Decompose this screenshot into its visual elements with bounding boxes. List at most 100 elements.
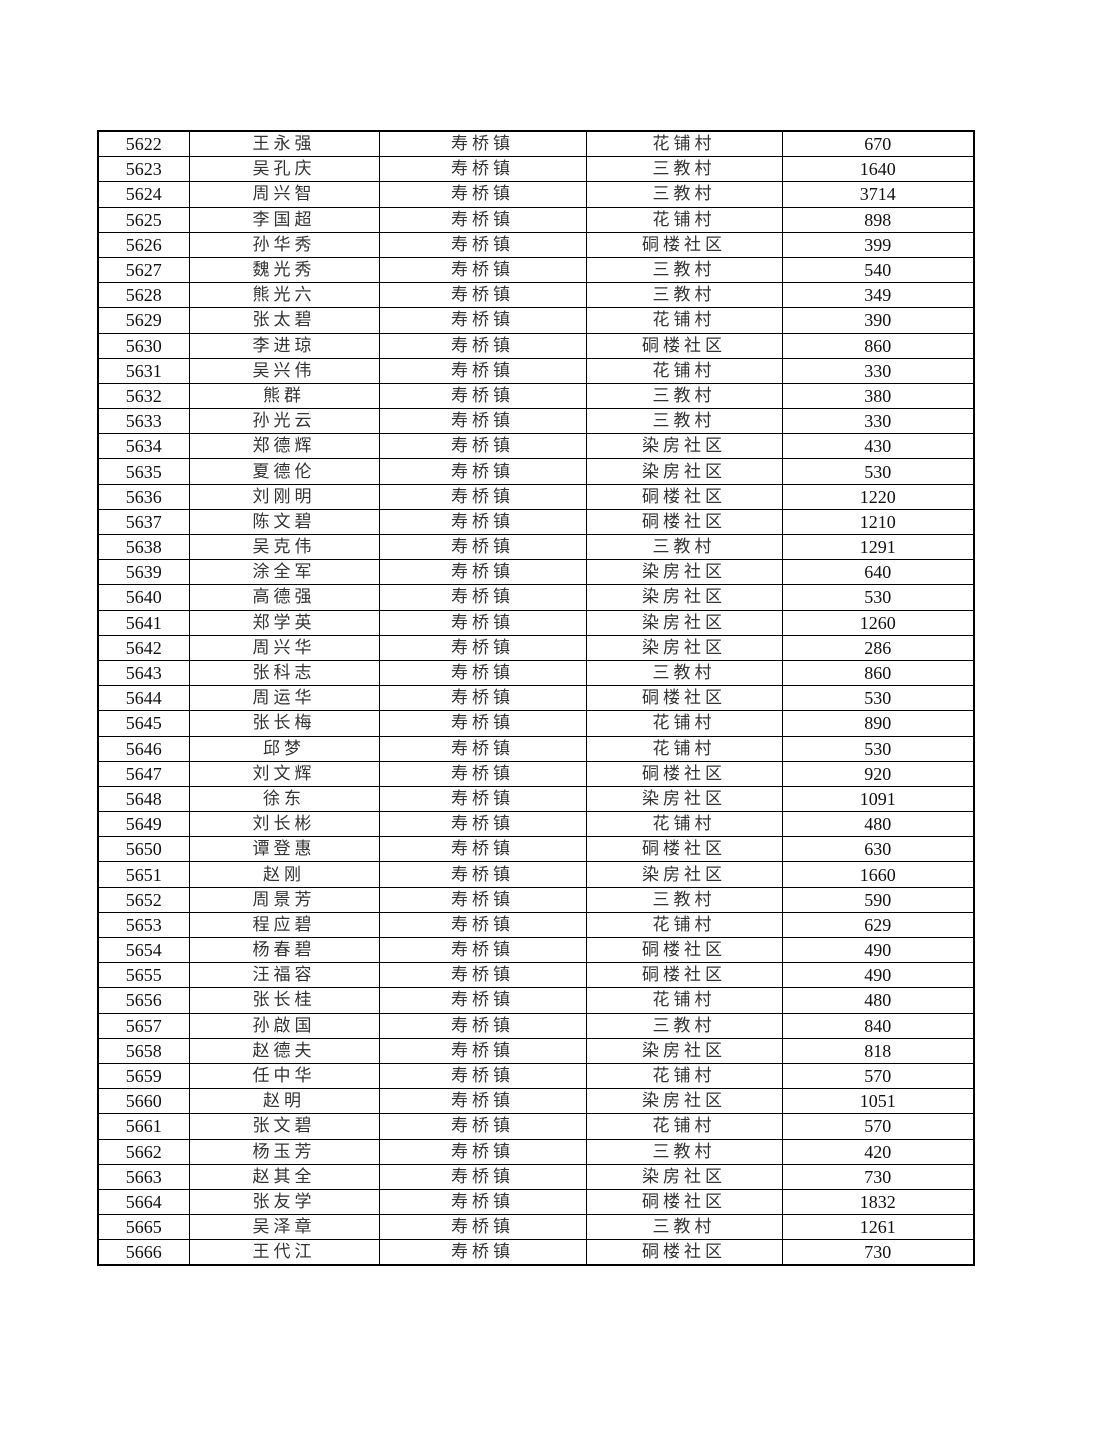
name-cell: 赵德夫 [188,1037,380,1064]
table-row: 5643 张科志 寿桥镇 三教村 860 [97,659,975,687]
town-cell: 寿桥镇 [378,1214,587,1241]
name-cell: 程应碧 [188,911,380,939]
town-cell: 寿桥镇 [378,861,587,888]
name-cell: 吴孔庆 [188,156,380,183]
amount-cell: 480 [781,987,975,1014]
name-cell: 吴兴伟 [188,357,380,384]
village-cell: 染房社区 [585,785,783,813]
table-row: 5666 王代江 寿桥镇 硐楼社区 730 [97,1239,975,1266]
village-cell: 硐楼社区 [585,1188,783,1216]
row-number-cell: 5651 [97,861,190,888]
village-cell: 硐楼社区 [585,483,783,510]
town-cell: 寿桥镇 [378,130,587,158]
table-row: 5635 夏德伦 寿桥镇 染房社区 530 [97,458,975,485]
row-number-cell: 5625 [97,206,190,233]
village-cell: 三教村 [585,659,783,687]
table-row: 5662 杨玉芳 寿桥镇 三教村 420 [97,1138,975,1165]
name-cell: 谭登惠 [188,836,380,863]
name-cell: 王永强 [188,130,380,158]
village-cell: 硐楼社区 [585,508,783,536]
row-number-cell: 5645 [97,710,190,737]
table-row: 5641 郑学英 寿桥镇 染房社区 1260 [97,609,975,636]
table-row: 5664 张友学 寿桥镇 硐楼社区 1832 [97,1188,975,1216]
village-cell: 三教村 [585,282,783,309]
town-cell: 寿桥镇 [378,659,587,687]
amount-cell: 530 [781,584,975,611]
name-cell: 任中华 [188,1062,380,1090]
town-cell: 寿桥镇 [378,433,587,460]
amount-cell: 860 [781,659,975,687]
name-cell: 张科志 [188,659,380,687]
town-cell: 寿桥镇 [378,206,587,233]
amount-cell: 490 [781,962,975,989]
row-number-cell: 5663 [97,1163,190,1190]
row-number-cell: 5642 [97,634,190,661]
amount-cell: 420 [781,1138,975,1165]
town-cell: 寿桥镇 [378,735,587,762]
table-row: 5629 张太碧 寿桥镇 花铺村 390 [97,307,975,334]
row-number-cell: 5650 [97,836,190,863]
table-row: 5622 王永强 寿桥镇 花铺村 670 [97,130,975,158]
table-row: 5637 陈文碧 寿桥镇 硐楼社区 1210 [97,508,975,536]
row-number-cell: 5664 [97,1188,190,1216]
amount-cell: 629 [781,911,975,939]
row-number-cell: 5659 [97,1062,190,1090]
village-cell: 硐楼社区 [585,231,783,258]
village-cell: 染房社区 [585,433,783,460]
row-number-cell: 5634 [97,433,190,460]
amount-cell: 1261 [781,1214,975,1241]
town-cell: 寿桥镇 [378,936,587,964]
town-cell: 寿桥镇 [378,1012,587,1039]
amount-cell: 1640 [781,156,975,183]
village-cell: 染房社区 [585,1163,783,1190]
amount-cell: 399 [781,231,975,258]
amount-cell: 380 [781,382,975,410]
amount-cell: 630 [781,836,975,863]
village-cell: 三教村 [585,408,783,435]
village-cell: 染房社区 [585,559,783,586]
row-number-cell: 5637 [97,508,190,536]
table-row: 5645 张长梅 寿桥镇 花铺村 890 [97,710,975,737]
name-cell: 孙华秀 [188,231,380,258]
town-cell: 寿桥镇 [378,1088,587,1115]
name-cell: 刘文辉 [188,760,380,787]
name-cell: 郑学英 [188,609,380,636]
town-cell: 寿桥镇 [378,634,587,661]
village-cell: 三教村 [585,886,783,913]
row-number-cell: 5629 [97,307,190,334]
town-cell: 寿桥镇 [378,508,587,536]
table-row: 5657 孙啟国 寿桥镇 三教村 840 [97,1012,975,1039]
table-row: 5650 谭登惠 寿桥镇 硐楼社区 630 [97,836,975,863]
row-number-cell: 5639 [97,559,190,586]
amount-cell: 530 [781,458,975,485]
row-number-cell: 5648 [97,785,190,813]
amount-cell: 1832 [781,1188,975,1216]
row-number-cell: 5647 [97,760,190,787]
town-cell: 寿桥镇 [378,609,587,636]
row-number-cell: 5643 [97,659,190,687]
amount-cell: 390 [781,307,975,334]
village-cell: 花铺村 [585,735,783,762]
village-cell: 三教村 [585,1214,783,1241]
row-number-cell: 5635 [97,458,190,485]
village-cell: 三教村 [585,256,783,284]
amount-cell: 349 [781,282,975,309]
row-number-cell: 5666 [97,1239,190,1266]
village-cell: 硐楼社区 [585,332,783,359]
town-cell: 寿桥镇 [378,357,587,384]
name-cell: 吴克伟 [188,533,380,561]
name-cell: 周兴智 [188,181,380,208]
name-cell: 夏德伦 [188,458,380,485]
town-cell: 寿桥镇 [378,760,587,787]
table-row: 5647 刘文辉 寿桥镇 硐楼社区 920 [97,760,975,787]
row-number-cell: 5658 [97,1037,190,1064]
town-cell: 寿桥镇 [378,483,587,510]
table-row: 5655 汪福容 寿桥镇 硐楼社区 490 [97,962,975,989]
row-number-cell: 5626 [97,231,190,258]
row-number-cell: 5630 [97,332,190,359]
village-cell: 染房社区 [585,861,783,888]
row-number-cell: 5628 [97,282,190,309]
table-row: 5660 赵明 寿桥镇 染房社区 1051 [97,1088,975,1115]
town-cell: 寿桥镇 [378,332,587,359]
town-cell: 寿桥镇 [378,710,587,737]
